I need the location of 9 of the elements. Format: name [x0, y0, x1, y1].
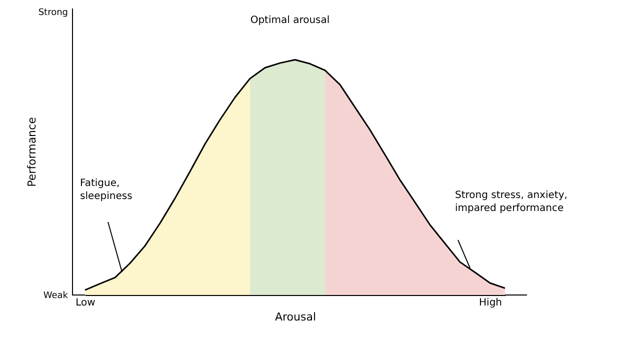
annotation: Strong stress, anxiety, impared performance: [455, 190, 568, 214]
x-axis-title: Arousal: [274, 310, 316, 324]
x-tick-label: High: [479, 298, 502, 308]
y-axis-title: Performance: [26, 116, 38, 187]
text: Strong: [38, 8, 68, 18]
text: Optimal arousal: [250, 15, 330, 26]
x-tick-label: Low: [76, 298, 96, 308]
annotation: Fatigue, sleepiness: [80, 178, 132, 202]
text: Weak: [43, 291, 69, 301]
